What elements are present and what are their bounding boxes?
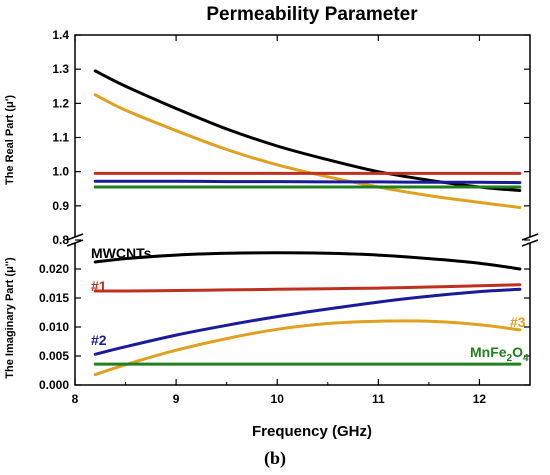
- bottom-y-tick-label: 0.015: [39, 291, 69, 305]
- bottom-y-tick-label: 0.005: [39, 349, 69, 363]
- x-tick-label: 10: [271, 392, 285, 406]
- top-y-tick-label: 1.0: [52, 165, 69, 179]
- real-part-series: [93, 69, 522, 209]
- label-sample-3: #3: [510, 314, 526, 330]
- plot-frame: [74, 34, 531, 386]
- imag-series-line-0: [93, 251, 522, 271]
- x-tick-label: 8: [72, 392, 79, 406]
- axes: 8 9 10 11 12 0.8 0.9 1.0 1.1 1.2 1.3 1.4 0.000 0.005 0…: [39, 28, 539, 406]
- top-y-tick-label: 1.2: [52, 96, 69, 110]
- imaginary-part-series: [93, 251, 522, 377]
- imag-series-line-2: [93, 287, 522, 356]
- top-y-tick-label: 1.1: [52, 131, 69, 145]
- real-series-line-0: [93, 69, 522, 192]
- axis-break-mark: [66, 239, 84, 247]
- top-y-tick-label: 0.9: [52, 199, 69, 213]
- axis-break-mark: [66, 233, 84, 241]
- imag-series-line-3: [93, 319, 522, 377]
- x-tick-label: 12: [473, 392, 487, 406]
- bottom-y-axis-label: The Imaginary Part (μ''): [4, 257, 16, 379]
- x-axis-label: Frequency (GHz): [252, 423, 372, 440]
- label-sample-2: #2: [91, 332, 107, 348]
- bottom-y-tick-label: 0.020: [39, 262, 69, 276]
- figure-caption: (b): [264, 448, 286, 469]
- label-mnfe2o4: MnFe2O4: [470, 344, 529, 364]
- chart-title: Permeability Parameter: [206, 4, 418, 25]
- label-mwcnts: MWCNTs: [91, 245, 152, 261]
- top-y-axis-label: The Real Part (μ'): [4, 95, 16, 185]
- axis-break-mark: [521, 239, 539, 247]
- top-y-tick-label: 1.4: [52, 28, 69, 42]
- x-tick-label: 11: [372, 392, 385, 406]
- imag-series-line-1: [93, 283, 522, 293]
- top-y-tick-label: 1.3: [52, 62, 69, 76]
- axis-break-mark: [521, 233, 539, 241]
- real-series-line-3: [93, 179, 522, 185]
- top-y-tick-label: 0.8: [52, 233, 69, 247]
- bottom-y-tick-label: 0.010: [39, 320, 69, 334]
- x-tick-label: 9: [173, 392, 180, 406]
- real-series-line-1: [93, 93, 522, 209]
- label-sample-1: #1: [91, 278, 107, 294]
- bottom-y-tick-label: 0.000: [39, 378, 69, 392]
